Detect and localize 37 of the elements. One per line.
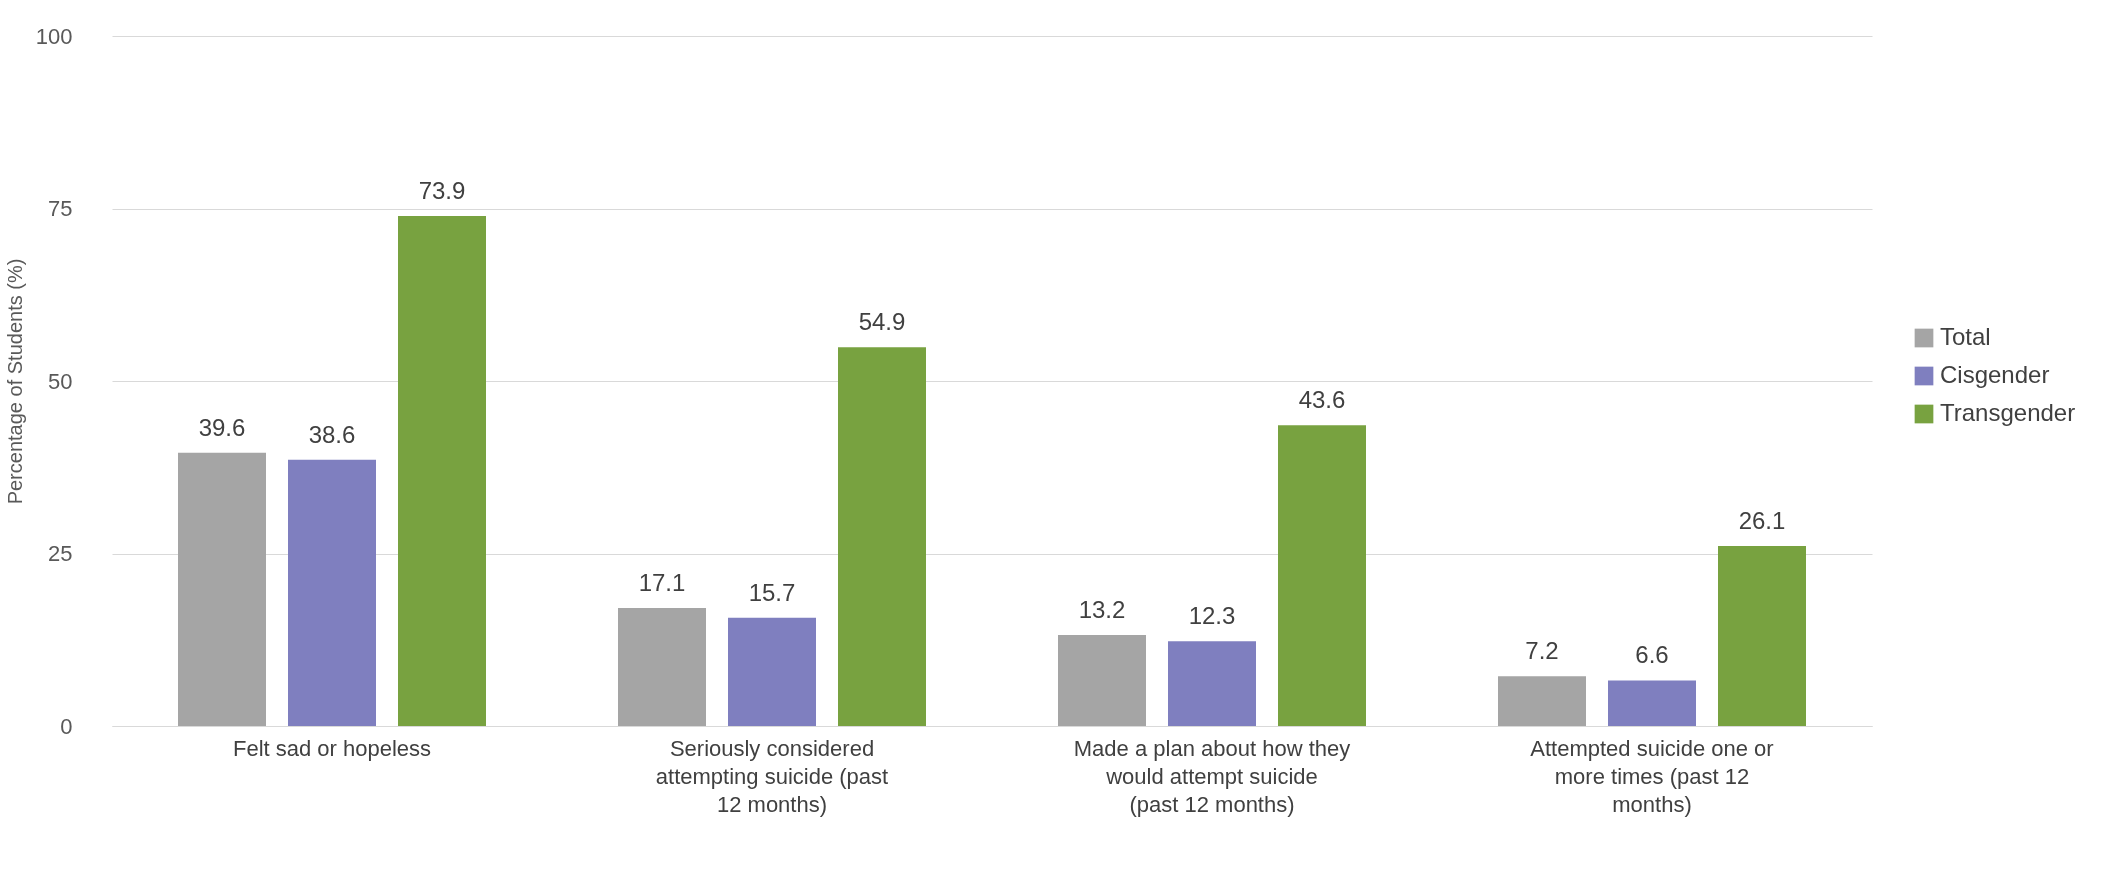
x-tick-label: Made a plan about how they would attempt suicide (past 12 months) [1073,735,1351,817]
y-tick-label: 75 [48,196,73,221]
data-label: 26.1 [1738,506,1786,534]
bar [1718,545,1806,726]
data-label: 73.9 [418,177,466,205]
y-axis-title: Percentage of Students (%) [3,258,26,505]
y-tick-label: 50 [48,368,73,394]
data-label: 7.2 [1525,637,1559,665]
data-label: 43.6 [1298,386,1346,414]
bar [1278,425,1366,726]
bar [1608,680,1696,726]
data-label: 15.7 [748,578,796,606]
x-tick-label: Seriously considered attempting suicide (past 12 months) [655,735,889,817]
legend-label: Transgender [1940,399,2076,426]
data-label: 12.3 [1188,602,1236,630]
bar [398,216,486,726]
x-tick-label: Felt sad or hopeless [232,735,432,761]
data-label: 54.9 [858,308,906,336]
legend-label: Cisgender [1940,361,2050,388]
data-label: 38.6 [308,420,356,448]
y-tick-label: 25 [48,541,73,566]
data-label: 39.6 [198,413,246,441]
bar [178,452,266,726]
data-label: 6.6 [1635,641,1669,669]
bar [1498,676,1586,726]
bar [1168,641,1256,726]
y-tick-label: 0 [60,713,73,739]
data-label: 17.1 [638,569,686,597]
legend-label: Total [1940,323,1991,350]
bar [1058,634,1146,726]
bar [288,459,376,726]
bar [618,608,706,726]
data-label: 13.2 [1078,595,1126,623]
bar [728,617,816,726]
bar [838,347,926,726]
y-tick-label: 100 [35,23,73,49]
x-tick-label: Attempted suicide one or more times (past 12 months) [1530,735,1774,817]
